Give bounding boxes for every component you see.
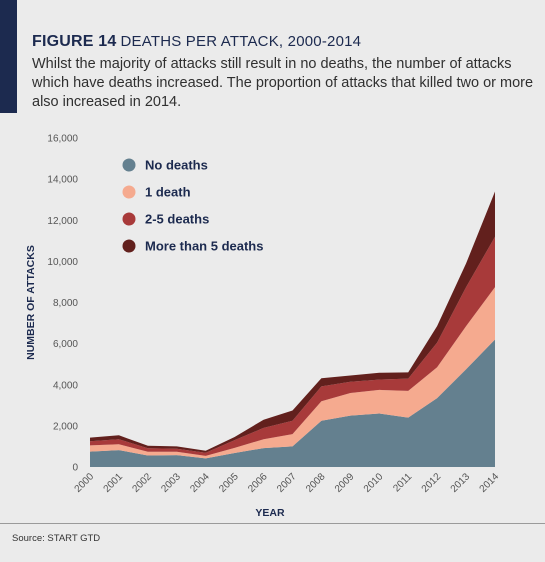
y-axis-ticks: 0 2,000 4,000 6,000 8,000 10,000 12,000 14,000 1… (47, 134, 78, 474)
legend-swatch (122, 185, 136, 199)
figure-label: FIGURE 14 (32, 33, 117, 50)
x-tick-label: 2010 (362, 471, 386, 495)
x-tick-label: 2001 (102, 471, 126, 495)
x-tick-label: 2004 (188, 471, 212, 495)
x-tick-label: 2005 (217, 471, 241, 495)
figure-header: FIGURE 14 DEATHS PER ATTACK, 2000-2014 Wh… (32, 33, 537, 112)
x-tick-label: 2000 (73, 471, 97, 495)
y-tick-label: 0 (72, 463, 78, 474)
x-tick-label: 2007 (275, 471, 299, 495)
area-layers (90, 191, 495, 467)
x-tick-label: 2012 (420, 471, 444, 495)
x-axis-title: YEAR (255, 507, 285, 519)
stacked-area-chart: 0 2,000 4,000 6,000 8,000 10,000 12,000 14,000 1… (25, 134, 502, 520)
x-tick-label: 2002 (130, 471, 154, 495)
chart-legend: No deaths 1 death 2-5 deaths More than 5 de… (122, 158, 263, 254)
figure-subtitle: Whilst the majority of attacks still res… (32, 56, 534, 110)
x-tick-label: 2013 (449, 471, 473, 495)
legend-label: 2-5 deaths (145, 212, 209, 227)
accent-bar (0, 0, 17, 113)
legend-swatch (122, 239, 136, 253)
y-tick-label: 4,000 (53, 380, 78, 391)
x-tick-label: 2014 (478, 471, 502, 495)
x-tick-label: 2011 (391, 471, 414, 494)
y-tick-label: 12,000 (47, 216, 78, 227)
legend-label: 1 death (145, 185, 191, 200)
y-tick-label: 10,000 (47, 257, 78, 268)
legend-label: More than 5 deaths (145, 239, 263, 254)
source-note: Source: START GTD (12, 533, 101, 544)
y-tick-label: 8,000 (53, 298, 78, 309)
y-tick-label: 14,000 (47, 175, 78, 186)
y-axis-title: NUMBER OF ATTACKS (25, 245, 37, 360)
legend-swatch (122, 158, 136, 172)
y-tick-label: 2,000 (53, 421, 78, 432)
x-tick-label: 2006 (246, 471, 270, 495)
figure-title: FIGURE 14 DEATHS PER ATTACK, 2000-2014 (32, 33, 537, 51)
figure-name: DEATHS PER ATTACK, 2000-2014 (120, 33, 362, 50)
x-tick-label: 2008 (304, 471, 328, 495)
y-tick-label: 6,000 (53, 339, 78, 350)
y-tick-label: 16,000 (47, 134, 78, 145)
x-tick-label: 2003 (159, 471, 183, 495)
legend-label: No deaths (145, 158, 208, 173)
x-axis-ticks: 2000 2001 2002 2003 2004 2005 2006 2007 2008 2009… (73, 471, 502, 495)
area-series-0 (90, 339, 495, 467)
legend-swatch (122, 212, 136, 226)
x-tick-label: 2009 (333, 471, 357, 495)
footer-divider (0, 523, 545, 524)
